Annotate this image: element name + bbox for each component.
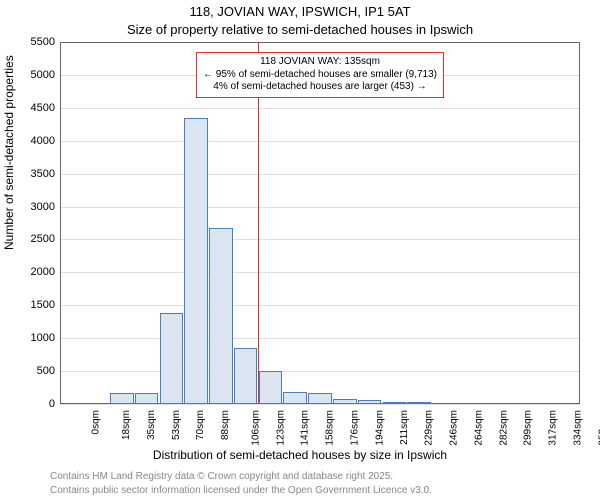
x-axis-label: Distribution of semi-detached houses by … <box>0 448 600 462</box>
histogram-bar <box>259 371 283 404</box>
annotation-line: ← 95% of semi-detached houses are smalle… <box>203 69 437 82</box>
chart-container: 118, JOVIAN WAY, IPSWICH, IP1 5AT Size o… <box>0 0 600 500</box>
grid-line <box>60 141 580 142</box>
annotation-box: 118 JOVIAN WAY: 135sqm← 95% of semi-deta… <box>196 52 444 98</box>
x-tick-label: 35sqm <box>146 410 157 440</box>
y-tick-label: 3000 <box>31 201 55 213</box>
x-tick-label: 299sqm <box>523 410 534 446</box>
histogram-bar <box>358 400 382 404</box>
histogram-bar <box>383 402 407 404</box>
x-tick-label: 53sqm <box>171 410 182 440</box>
y-tick-label: 4500 <box>31 102 55 114</box>
x-tick-label: 106sqm <box>251 410 262 446</box>
grid-line <box>60 174 580 175</box>
x-tick-label: 176sqm <box>350 410 361 446</box>
x-tick-label: 334sqm <box>572 410 583 446</box>
y-tick-label: 1500 <box>31 299 55 311</box>
y-tick-label: 1000 <box>31 332 55 344</box>
chart-subtitle: Size of property relative to semi-detach… <box>0 22 600 37</box>
x-tick-label: 282sqm <box>498 410 509 446</box>
x-tick-label: 88sqm <box>220 410 231 440</box>
grid-line <box>60 338 580 339</box>
annotation-line: 118 JOVIAN WAY: 135sqm <box>203 56 437 69</box>
x-tick-label: 141sqm <box>300 410 311 446</box>
x-tick-label: 18sqm <box>121 410 132 440</box>
x-tick-label: 211sqm <box>398 410 409 445</box>
axis-spine <box>60 42 61 404</box>
histogram-bar <box>308 393 332 404</box>
x-tick-label: 123sqm <box>275 410 286 446</box>
grid-line <box>60 239 580 240</box>
source-text-1: Contains HM Land Registry data © Crown c… <box>50 471 393 482</box>
histogram-bar <box>407 402 431 404</box>
histogram-bar <box>209 228 233 404</box>
histogram-bar <box>333 399 357 404</box>
x-tick-label: 194sqm <box>374 410 385 446</box>
y-tick-label: 2500 <box>31 233 55 245</box>
x-tick-label: 158sqm <box>325 410 336 446</box>
y-tick-label: 4000 <box>31 135 55 147</box>
histogram-bar <box>234 348 258 404</box>
x-tick-label: 70sqm <box>195 410 206 440</box>
grid-line <box>60 108 580 109</box>
y-tick-label: 3500 <box>31 168 55 180</box>
chart-title: 118, JOVIAN WAY, IPSWICH, IP1 5AT <box>0 4 600 19</box>
y-axis-label: Number of semi-detached properties <box>2 55 16 250</box>
x-tick-label: 317sqm <box>548 410 559 446</box>
histogram-bar <box>184 118 208 404</box>
y-tick-label: 5500 <box>31 36 55 48</box>
annotation-line: 4% of semi-detached houses are larger (4… <box>203 81 437 94</box>
histogram-bar <box>160 313 184 404</box>
x-tick-label: 229sqm <box>424 410 435 446</box>
x-tick-label: 246sqm <box>449 410 460 446</box>
grid-line <box>60 404 580 405</box>
y-tick-label: 500 <box>37 365 55 377</box>
grid-line <box>60 371 580 372</box>
plot-area: 0500100015002000250030003500400045005000… <box>60 42 580 404</box>
y-tick-label: 5000 <box>31 69 55 81</box>
histogram-bar <box>110 393 134 404</box>
grid-line <box>60 272 580 273</box>
axis-spine <box>579 42 580 404</box>
axis-spine <box>60 42 580 43</box>
x-tick-label: 264sqm <box>473 410 484 446</box>
x-tick-label: 0sqm <box>91 410 102 434</box>
y-tick-label: 2000 <box>31 266 55 278</box>
histogram-bar <box>135 393 159 404</box>
y-tick-label: 0 <box>49 398 55 410</box>
histogram-bar <box>283 392 307 404</box>
grid-line <box>60 207 580 208</box>
source-text-2: Contains public sector information licen… <box>50 485 432 496</box>
grid-line <box>60 305 580 306</box>
